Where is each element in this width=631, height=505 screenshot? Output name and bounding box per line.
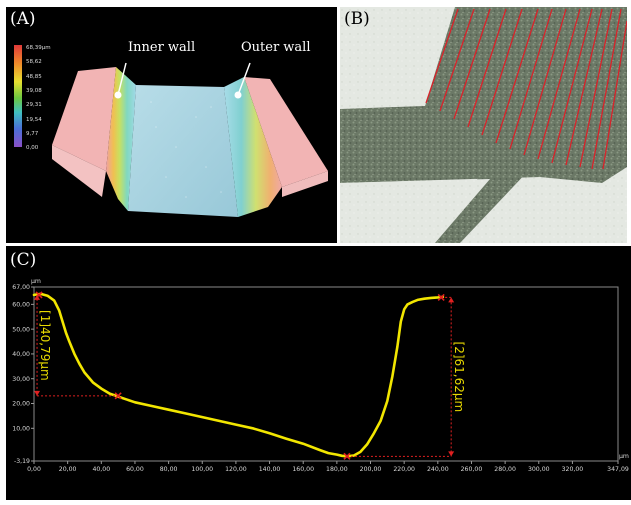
measurement-lines: [425, 8, 627, 170]
inner-wall-label: Inner wall: [128, 40, 195, 55]
scale-tick: 29,31: [26, 102, 42, 108]
scale-tick: 39,08: [26, 88, 42, 94]
inner-wall-pointer: [117, 62, 127, 96]
channel-floor: [128, 85, 238, 217]
x-tick-label: 280,00: [494, 466, 516, 473]
panel-b: (B): [340, 7, 627, 243]
x-tick-label: 40,00: [92, 466, 110, 473]
annotation-1-arrow-bottom: [34, 390, 41, 396]
panel-a: (A): [6, 7, 337, 243]
y-axis-unit: µm: [31, 278, 41, 285]
plot-frame: [33, 286, 619, 462]
y-tick-label: 10,00: [12, 426, 30, 433]
annotation-2-label: [2]61,62µm: [452, 342, 466, 413]
scale-tick: 48,85: [26, 74, 42, 80]
surface-3d-render: 68,39µm 58,62 48,85 39,08 29,31 19,54 9,…: [14, 40, 328, 217]
outer-wall-pointer: [237, 62, 251, 96]
y-tick-label: 50,00: [12, 326, 30, 333]
x-tick-label: 220,00: [393, 466, 415, 473]
y-tick-label: 20,00: [12, 401, 30, 408]
x-tick-label: 80,00: [160, 466, 178, 473]
x-tick-label: 60,00: [126, 466, 144, 473]
scale-tick: 19,54: [26, 117, 42, 123]
inner-wall-dot: [114, 91, 122, 99]
y-tick-label: 60,00: [12, 302, 30, 309]
profile-marker: [114, 392, 122, 400]
right-plateau: [244, 77, 328, 187]
x-tick-label: 100,00: [191, 466, 213, 473]
x-axis-unit: µm: [619, 453, 629, 460]
channel-band: [340, 7, 627, 183]
y-tick-label: 30,00: [12, 376, 30, 383]
x-tick-label: 240,00: [427, 466, 449, 473]
scale-tick: 0,00: [26, 145, 39, 151]
outer-wall-surface: [224, 77, 282, 217]
outer-wall-label: Outer wall: [241, 40, 311, 55]
profile-chart: 0,00 20,00 40,00 60,00 80,00 100,00 120,00 140,…: [12, 278, 629, 473]
x-tick-label: 260,00: [461, 466, 483, 473]
panel-c-label: (C): [10, 250, 37, 270]
profile-marker: [35, 291, 43, 299]
x-tick-label: 140,00: [259, 466, 281, 473]
x-tick-label: 320,00: [562, 466, 584, 473]
x-tick-label: 20,00: [59, 466, 77, 473]
x-tick-label: 200,00: [360, 466, 382, 473]
scale-tick: 68,39µm: [26, 45, 51, 51]
y-tick-label: 40,00: [12, 351, 30, 358]
annotation-1-label: [1]40,79µm: [38, 310, 52, 381]
panel-b-label: (B): [344, 9, 370, 29]
x-tick-label: 120,00: [225, 466, 247, 473]
micrograph-image: [340, 7, 627, 243]
y-tick-label: -3,19: [14, 458, 30, 465]
x-tick-label: 0,00: [27, 466, 41, 473]
x-tick-label: 180,00: [326, 466, 348, 473]
left-front-face: [52, 145, 106, 197]
annotation-2-arrow-bottom: [448, 451, 455, 457]
left-plateau: [52, 67, 116, 171]
y-tick-label: 67,00: [12, 284, 30, 291]
panel-a-label: (A): [10, 9, 36, 29]
profile-line: [32, 292, 445, 458]
scale-tick: 58,62: [26, 59, 42, 65]
color-scale-bar: [14, 45, 22, 147]
x-tick-label: 347,09: [607, 466, 629, 473]
right-front-face: [282, 171, 328, 197]
inner-wall-surface: [106, 67, 136, 211]
x-tick-label: 160,00: [292, 466, 314, 473]
panel-c: (C) 0,00 20,00 40,00 60,00 80,00 100,00 120,00…: [6, 246, 631, 500]
outer-wall-dot: [234, 91, 242, 99]
profile-marker: [343, 452, 351, 460]
x-tick-label: 300,00: [528, 466, 550, 473]
scale-tick: 9,77: [26, 131, 39, 137]
profile-marker: [437, 293, 445, 301]
annotation-2-arrow-top: [448, 297, 455, 303]
